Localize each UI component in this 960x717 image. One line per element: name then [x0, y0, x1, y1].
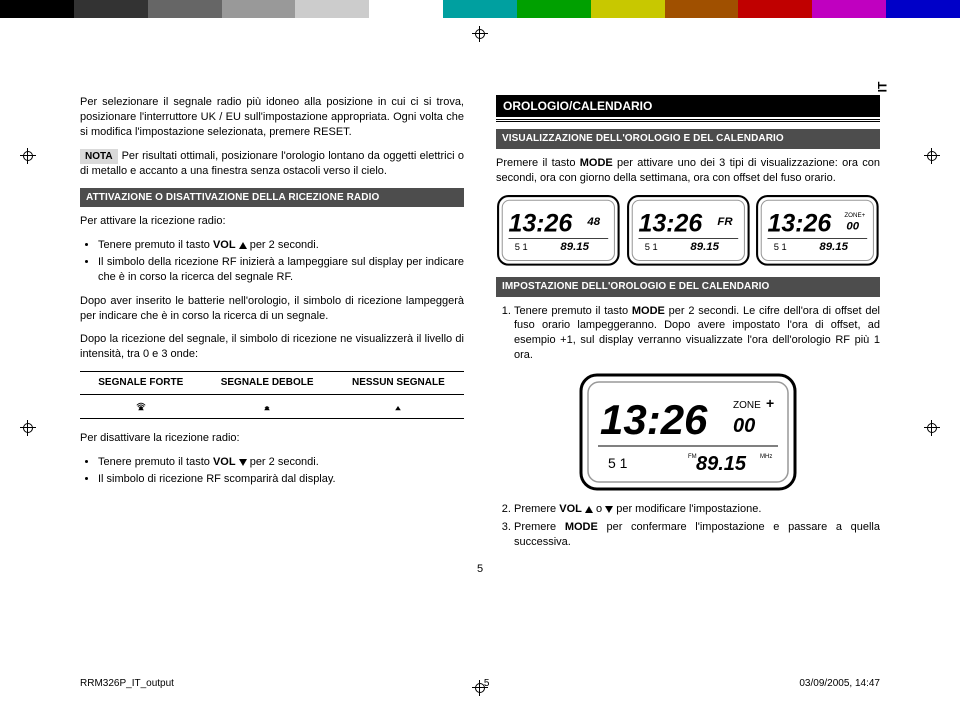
- clock-displays-row: 13:26 48 5 1 89.15 13:26 FR 5 1 89.15: [496, 194, 880, 267]
- section-title: OROLOGIO/CALENDARIO: [496, 95, 880, 117]
- subsection-heading: IMPOSTAZIONE DELL'OROLOGIO E DEL CALENDA…: [496, 277, 880, 297]
- svg-text:13:26: 13:26: [638, 210, 702, 238]
- color-swatch: [74, 0, 148, 18]
- signal-strong-icon: [134, 399, 148, 413]
- clock-display-seconds: 13:26 48 5 1 89.15: [496, 194, 621, 267]
- svg-text:00: 00: [733, 415, 755, 437]
- title-underline: [496, 119, 880, 123]
- color-swatch: [0, 0, 74, 18]
- body-text: Dopo la ricezione del segnale, il simbol…: [80, 332, 464, 362]
- color-swatch: [665, 0, 739, 18]
- color-swatch: [369, 0, 443, 18]
- signal-weak-cell: [202, 394, 333, 419]
- table-header: SEGNALE FORTE: [80, 372, 202, 395]
- svg-text:MHz: MHz: [760, 454, 772, 460]
- svg-text:89.15: 89.15: [560, 241, 589, 253]
- color-swatch: [738, 0, 812, 18]
- svg-text:48: 48: [586, 217, 600, 229]
- body-text: Per attivare la ricezione radio:: [80, 214, 464, 229]
- note-paragraph: NOTAPer risultati ottimali, posizionare …: [80, 149, 464, 179]
- subsection-heading: ATTIVAZIONE O DISATTIVAZIONE DELLA RICEZ…: [80, 188, 464, 208]
- bullet-list: Tenere premuto il tasto VOL per 2 second…: [80, 455, 464, 487]
- right-column: OROLOGIO/CALENDARIO VISUALIZZAZIONE DELL…: [496, 95, 880, 559]
- svg-text:ZONE: ZONE: [733, 400, 761, 411]
- svg-text:+: +: [766, 395, 774, 411]
- svg-text:13:26: 13:26: [600, 396, 708, 443]
- svg-text:5 1: 5 1: [774, 242, 787, 252]
- bullet-list: Tenere premuto il tasto VOL per 2 second…: [80, 238, 464, 285]
- svg-text:5 1: 5 1: [608, 455, 628, 471]
- svg-text:FR: FR: [717, 217, 733, 229]
- svg-text:00: 00: [847, 221, 860, 233]
- registration-mark-icon: [20, 148, 36, 164]
- body-text: Dopo aver inserito le batterie nell'orol…: [80, 294, 464, 324]
- signal-none-cell: [333, 394, 464, 419]
- svg-text:5 1: 5 1: [515, 242, 528, 252]
- svg-text:13:26: 13:26: [508, 210, 572, 238]
- down-triangle-icon: [239, 459, 247, 466]
- list-item: Premere MODE per confermare l'impostazio…: [514, 520, 880, 550]
- list-item: Tenere premuto il tasto MODE per 2 secon…: [514, 304, 880, 363]
- footer: RRM326P_IT_output 5 03/09/2005, 14:47: [80, 678, 880, 689]
- left-column: Per selezionare il segnale radio più ido…: [80, 95, 464, 559]
- clock-large-icon: 13:26 ZONE + 00 5 1 89.15 FM MHz: [578, 372, 798, 492]
- color-swatch: [295, 0, 369, 18]
- table-header: SEGNALE DEBOLE: [202, 372, 333, 395]
- numbered-list: Premere VOL o per modificare l'impostazi…: [496, 502, 880, 550]
- color-calibration-bar: [0, 0, 960, 18]
- up-triangle-icon: [585, 506, 593, 513]
- svg-text:89.15: 89.15: [820, 241, 849, 253]
- clock-display-offset: 13:26 ZONE+ 00 5 1 89.15: [755, 194, 880, 267]
- registration-mark-icon: [472, 26, 488, 42]
- list-item: Il simbolo di ricezione RF scomparirà da…: [98, 472, 464, 487]
- note-label: NOTA: [80, 149, 118, 165]
- footer-page: 5: [484, 678, 490, 689]
- down-triangle-icon: [605, 506, 613, 513]
- page-content: Per selezionare il segnale radio più ido…: [80, 95, 880, 635]
- color-swatch: [591, 0, 665, 18]
- color-swatch: [222, 0, 296, 18]
- svg-text:13:26: 13:26: [768, 210, 832, 238]
- registration-mark-icon: [20, 420, 36, 436]
- svg-text:ZONE+: ZONE+: [845, 212, 866, 219]
- list-item: Premere VOL o per modificare l'impostazi…: [514, 502, 880, 517]
- svg-text:FM: FM: [688, 454, 697, 460]
- footer-filename: RRM326P_IT_output: [80, 678, 174, 689]
- registration-mark-icon: [924, 148, 940, 164]
- color-swatch: [443, 0, 517, 18]
- footer-timestamp: 03/09/2005, 14:47: [799, 678, 880, 689]
- color-swatch: [517, 0, 591, 18]
- language-tab: IT: [876, 82, 890, 93]
- svg-text:89.15: 89.15: [696, 453, 747, 475]
- signal-none-icon: [391, 399, 405, 413]
- color-swatch: [148, 0, 222, 18]
- registration-mark-icon: [924, 420, 940, 436]
- svg-text:89.15: 89.15: [690, 241, 719, 253]
- up-triangle-icon: [239, 242, 247, 249]
- list-item: Tenere premuto il tasto VOL per 2 second…: [98, 455, 464, 470]
- signal-strength-table: SEGNALE FORTE SEGNALE DEBOLE NESSUN SEGN…: [80, 371, 464, 419]
- signal-weak-icon: [260, 399, 274, 413]
- list-item: Tenere premuto il tasto VOL per 2 second…: [98, 238, 464, 253]
- clock-display-large: 13:26 ZONE + 00 5 1 89.15 FM MHz: [496, 372, 880, 492]
- signal-strong-cell: [80, 394, 202, 419]
- body-text: Per disattivare la ricezione radio:: [80, 431, 464, 446]
- svg-text:5 1: 5 1: [644, 242, 657, 252]
- color-swatch: [886, 0, 960, 18]
- clock-display-weekday: 13:26 FR 5 1 89.15: [626, 194, 751, 267]
- list-item: Il simbolo della ricezione RF inizierà a…: [98, 255, 464, 285]
- body-text: Premere il tasto MODE per attivare uno d…: [496, 156, 880, 186]
- numbered-list: Tenere premuto il tasto MODE per 2 secon…: [496, 304, 880, 363]
- color-swatch: [812, 0, 886, 18]
- subsection-heading: VISUALIZZAZIONE DELL'OROLOGIO E DEL CALE…: [496, 129, 880, 149]
- table-header: NESSUN SEGNALE: [333, 372, 464, 395]
- body-text: Per selezionare il segnale radio più ido…: [80, 95, 464, 140]
- note-text: Per risultati ottimali, posizionare l'or…: [80, 150, 464, 178]
- page-number: 5: [80, 563, 880, 575]
